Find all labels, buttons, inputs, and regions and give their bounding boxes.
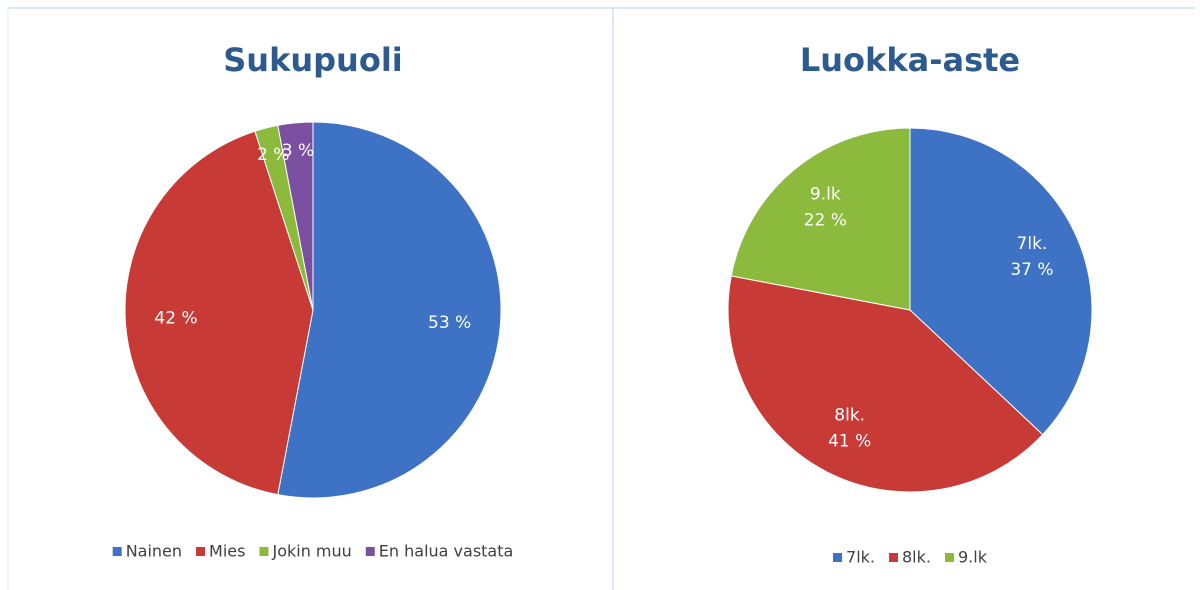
legend-swatch [833, 553, 843, 562]
legend-label: Mies [209, 542, 245, 561]
pie-slice [909, 127, 1093, 436]
legend-swatch [259, 547, 269, 556]
data-label: 3 % [282, 141, 314, 161]
data-label: 41 % [828, 431, 871, 451]
data-label: 37 % [1010, 260, 1053, 280]
legend-swatch [112, 547, 122, 556]
pie-slice [730, 127, 911, 311]
data-label-category: 7lk. [1017, 234, 1048, 254]
pie-slice [124, 130, 314, 496]
legend-label: Jokin muu [271, 542, 351, 561]
pie-slice [727, 275, 1044, 493]
data-label: 2 % [257, 145, 289, 165]
chart-title: Sukupuoli [223, 41, 403, 79]
legend-swatch [944, 553, 954, 562]
legend-label: 8lk. [902, 548, 931, 567]
data-label: 53 % [428, 313, 471, 333]
pie-slice [277, 121, 314, 311]
pie-slice [277, 121, 502, 499]
chart-title: Luokka-aste [800, 41, 1020, 79]
legend-swatch [889, 553, 899, 562]
data-label: 22 % [804, 211, 847, 231]
legend-label: En halua vastata [379, 542, 514, 561]
data-label-category: 8lk. [834, 405, 865, 425]
legend-label: 9.lk [958, 548, 988, 567]
legend-label: Nainen [126, 542, 182, 561]
legend-label: 7lk. [846, 548, 875, 567]
data-label: 42 % [154, 309, 197, 329]
legend-swatch [196, 547, 206, 556]
legend-swatch [365, 547, 375, 556]
data-label-category: 9.lk [810, 185, 841, 205]
